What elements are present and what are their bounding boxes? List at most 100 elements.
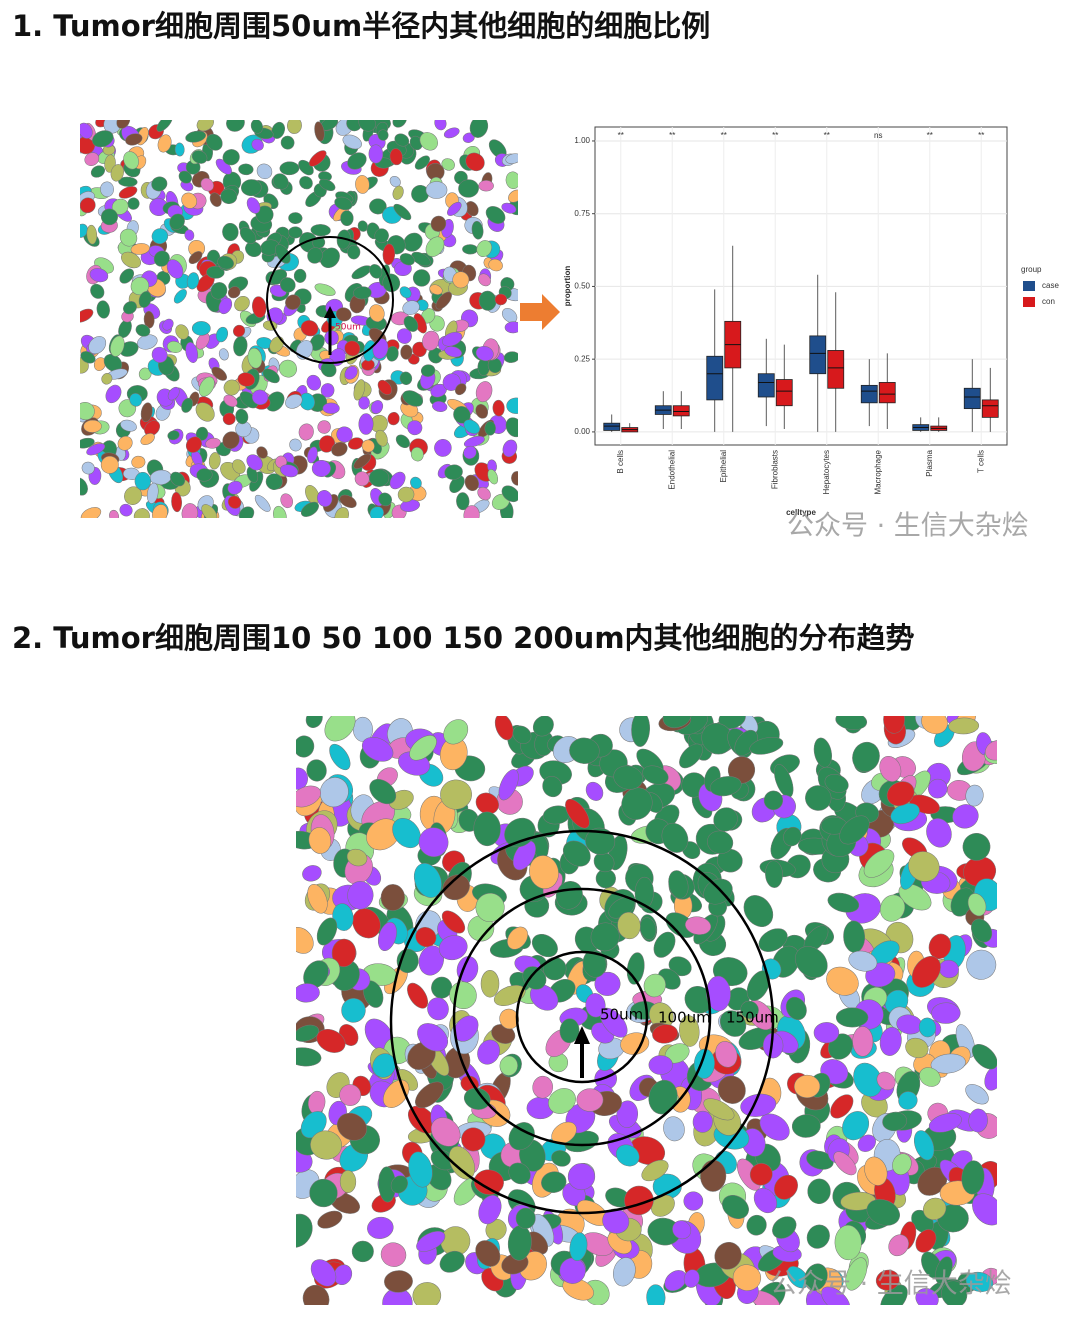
cell (716, 848, 743, 873)
cell (358, 396, 370, 410)
cell (269, 336, 284, 353)
cell (130, 243, 150, 255)
cell (222, 149, 240, 166)
cell (834, 1225, 862, 1261)
box (775, 379, 793, 407)
cell (310, 1130, 342, 1160)
watermark: 公众号 · 生信大杂烩 (787, 511, 1029, 542)
cell (245, 241, 262, 258)
cell (562, 840, 591, 867)
cell (441, 910, 466, 934)
annotation-rings: 50um 100um 150um (389, 829, 779, 1215)
cell (195, 402, 215, 422)
cell (86, 443, 106, 456)
significance: ** (927, 131, 933, 140)
x-tick-label: Plasma (925, 449, 934, 476)
cell (403, 315, 419, 332)
cell (634, 876, 654, 909)
cell (319, 777, 349, 808)
cell (302, 865, 322, 882)
cell (965, 1084, 989, 1105)
cell (89, 268, 109, 283)
legend-title: group (1021, 265, 1042, 274)
cell (377, 379, 392, 396)
cell (273, 505, 287, 518)
cell (926, 818, 952, 848)
cell (80, 351, 96, 364)
cell (972, 1193, 997, 1226)
cell (935, 1256, 953, 1285)
cell (369, 264, 383, 279)
cell (882, 1111, 907, 1131)
cell (90, 283, 105, 299)
cell (334, 196, 353, 211)
box (706, 355, 724, 401)
cell (298, 423, 314, 441)
cell (952, 804, 979, 829)
cell (399, 286, 412, 299)
cell (100, 455, 119, 474)
cell (119, 503, 133, 517)
cell (652, 1024, 679, 1044)
cell (646, 1284, 666, 1305)
significance: ns (874, 131, 882, 140)
cell (418, 945, 444, 976)
cell (319, 178, 336, 192)
cell (692, 1110, 713, 1133)
cell (181, 397, 193, 413)
cell (648, 1055, 673, 1075)
cell (186, 272, 200, 290)
cell (305, 716, 323, 728)
cell (719, 1010, 747, 1037)
cell (749, 1163, 773, 1186)
cell (377, 129, 389, 141)
box (827, 350, 845, 389)
legend-label: con (1042, 297, 1055, 306)
cell (319, 247, 340, 269)
cell (593, 852, 615, 873)
cell (227, 495, 242, 509)
x-tick-label: Hepatocytes (822, 450, 831, 494)
cell (239, 227, 257, 244)
cell (250, 120, 263, 134)
cell (167, 386, 180, 401)
cell (740, 1093, 777, 1117)
cell (92, 130, 114, 148)
significance: ** (978, 131, 984, 140)
cell (351, 1240, 374, 1263)
cell (852, 741, 880, 772)
cell (826, 966, 859, 996)
cell (427, 997, 449, 1021)
cell (839, 815, 870, 845)
cell (300, 501, 319, 517)
cell (648, 1079, 678, 1115)
cell (369, 506, 384, 518)
cell (83, 419, 102, 433)
cell (238, 163, 254, 176)
y-tick-label: 0.75 (574, 209, 590, 218)
cell (357, 220, 368, 232)
cell (265, 391, 285, 412)
cell (434, 439, 452, 457)
cell (279, 277, 296, 293)
cell (184, 229, 195, 241)
cell (279, 359, 297, 378)
cell (432, 401, 448, 412)
annotation-first: 50um (266, 236, 394, 364)
cell (156, 120, 173, 132)
cell (246, 454, 263, 471)
cell (429, 284, 443, 295)
cell (717, 1075, 746, 1104)
cell (403, 232, 423, 252)
cell (322, 402, 340, 414)
cell (151, 228, 169, 245)
cell (463, 505, 480, 518)
cell (317, 1210, 343, 1229)
cell (502, 439, 518, 458)
cell (984, 1066, 997, 1091)
cell (196, 120, 214, 132)
y-tick-label: 0.00 (574, 427, 590, 436)
cell (559, 1018, 580, 1044)
cell (408, 1151, 433, 1188)
cell (370, 400, 384, 414)
